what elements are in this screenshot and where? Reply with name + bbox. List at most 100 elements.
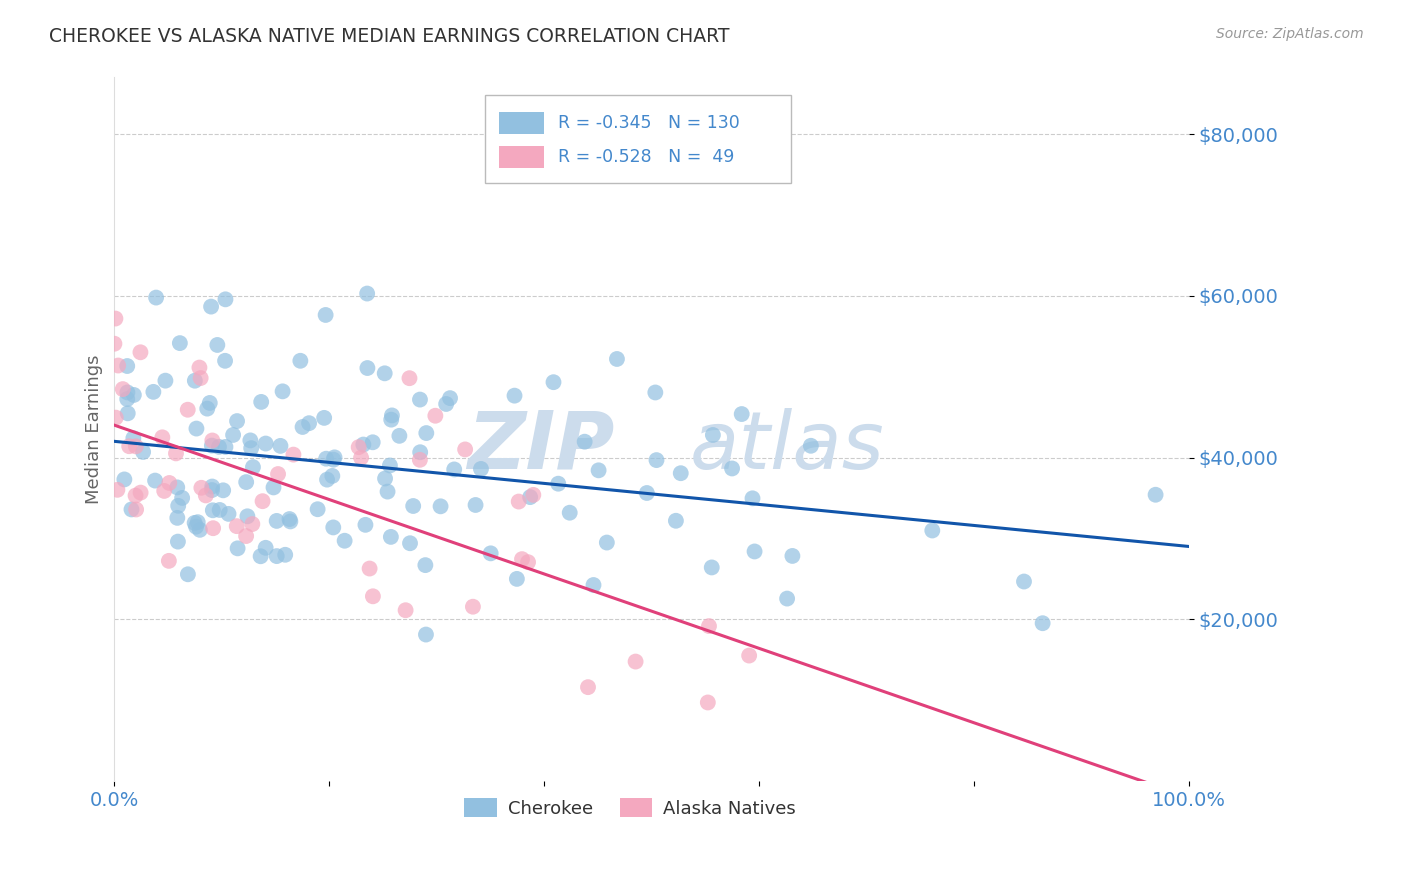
- Point: [226, 414, 249, 428]
- Point: [200, 300, 222, 314]
- Point: [394, 603, 416, 617]
- Point: [1012, 574, 1035, 589]
- Point: [415, 627, 437, 641]
- Point: [104, 311, 127, 326]
- Point: [165, 446, 187, 460]
- Point: [194, 488, 217, 502]
- Point: [1144, 488, 1167, 502]
- Point: [347, 440, 370, 454]
- Text: CHEROKEE VS ALASKA NATIVE MEDIAN EARNINGS CORRELATION CHART: CHEROKEE VS ALASKA NATIVE MEDIAN EARNING…: [49, 27, 730, 45]
- FancyBboxPatch shape: [499, 145, 544, 169]
- Point: [129, 345, 152, 359]
- Point: [323, 450, 346, 465]
- Point: [402, 499, 425, 513]
- Point: [169, 336, 191, 351]
- Point: [124, 489, 146, 503]
- Point: [359, 561, 381, 575]
- Y-axis label: Median Earnings: Median Earnings: [86, 354, 103, 504]
- Point: [434, 397, 457, 411]
- Point: [380, 530, 402, 544]
- Point: [201, 483, 224, 497]
- Point: [202, 521, 225, 535]
- FancyBboxPatch shape: [499, 112, 544, 135]
- Point: [547, 476, 569, 491]
- Point: [543, 375, 565, 389]
- Point: [187, 515, 209, 529]
- Point: [263, 480, 285, 494]
- Point: [252, 494, 274, 508]
- Point: [782, 549, 804, 563]
- Point: [145, 291, 167, 305]
- Point: [155, 374, 177, 388]
- FancyBboxPatch shape: [485, 95, 792, 183]
- Point: [702, 428, 724, 442]
- Point: [235, 529, 257, 543]
- Text: ZIP: ZIP: [467, 408, 614, 486]
- Point: [105, 483, 128, 497]
- Point: [254, 541, 277, 555]
- Point: [236, 509, 259, 524]
- Point: [183, 516, 205, 530]
- Point: [177, 402, 200, 417]
- Point: [415, 425, 437, 440]
- Point: [315, 308, 337, 322]
- Point: [738, 648, 761, 663]
- Point: [361, 589, 384, 603]
- Point: [115, 392, 138, 406]
- Point: [354, 517, 377, 532]
- Point: [322, 452, 344, 467]
- Point: [645, 453, 668, 467]
- Point: [254, 436, 277, 450]
- Point: [129, 485, 152, 500]
- Point: [107, 359, 129, 373]
- Point: [172, 491, 194, 505]
- Text: Source: ZipAtlas.com: Source: ZipAtlas.com: [1216, 27, 1364, 41]
- Point: [267, 467, 290, 481]
- Point: [278, 512, 301, 526]
- Point: [201, 434, 224, 448]
- Point: [315, 451, 337, 466]
- Point: [143, 474, 166, 488]
- Legend: Cherokee, Alaska Natives: Cherokee, Alaska Natives: [457, 791, 803, 825]
- Point: [122, 431, 145, 445]
- Point: [266, 514, 288, 528]
- Point: [519, 490, 541, 504]
- Point: [669, 467, 692, 481]
- Point: [198, 396, 221, 410]
- Point: [184, 374, 207, 388]
- Point: [112, 472, 135, 486]
- Point: [350, 450, 373, 465]
- Point: [356, 361, 378, 376]
- Point: [201, 503, 224, 517]
- Point: [461, 599, 484, 614]
- Point: [225, 519, 247, 533]
- Point: [503, 389, 526, 403]
- Point: [142, 384, 165, 399]
- Point: [235, 475, 257, 489]
- Point: [249, 549, 271, 564]
- Point: [381, 409, 404, 423]
- Point: [356, 286, 378, 301]
- Point: [184, 519, 207, 533]
- Point: [291, 420, 314, 434]
- Point: [352, 437, 374, 451]
- Point: [208, 440, 231, 454]
- Point: [361, 435, 384, 450]
- Point: [470, 462, 492, 476]
- Point: [409, 392, 432, 407]
- Point: [322, 520, 344, 534]
- Point: [167, 534, 190, 549]
- Point: [125, 439, 148, 453]
- Point: [800, 439, 823, 453]
- Point: [644, 385, 666, 400]
- Point: [242, 460, 264, 475]
- Point: [1032, 616, 1054, 631]
- Point: [188, 523, 211, 537]
- Point: [429, 500, 451, 514]
- Point: [454, 442, 477, 457]
- Point: [280, 515, 302, 529]
- Point: [425, 409, 447, 423]
- Point: [374, 367, 396, 381]
- Point: [250, 395, 273, 409]
- Point: [388, 429, 411, 443]
